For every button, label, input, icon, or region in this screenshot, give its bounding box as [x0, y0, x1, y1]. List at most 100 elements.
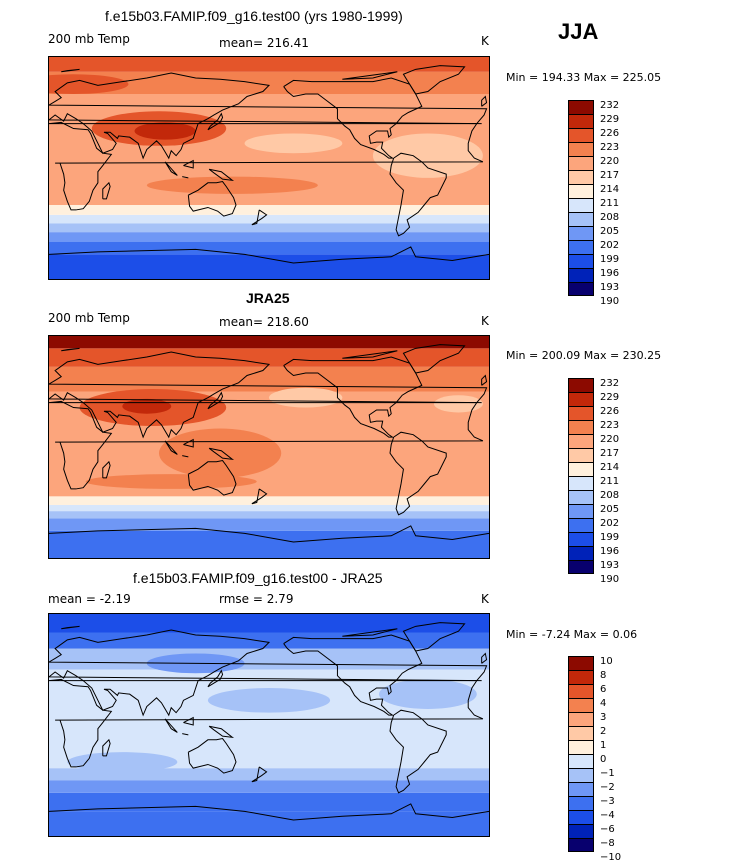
colorbar-tick-label: 0: [600, 754, 607, 765]
coastline: [49, 678, 484, 768]
coastline: [251, 209, 268, 226]
colorbar-swatch: [568, 684, 594, 698]
field-contour: [434, 395, 483, 413]
field-band: [49, 504, 489, 512]
coastline: [187, 738, 237, 774]
coastline: [208, 447, 235, 461]
coastline: [164, 440, 178, 455]
field-band: [49, 518, 489, 531]
colorbar-swatch: [568, 128, 594, 142]
colorbar-tick-label: 4: [600, 698, 607, 709]
coastline: [49, 72, 488, 160]
coastline: [402, 65, 466, 95]
colorbar-tick-label: 217: [600, 448, 620, 459]
field-band: [49, 336, 489, 349]
colorbar-swatch: [568, 712, 594, 726]
panel-1-units: K: [481, 34, 489, 48]
panel-3-units: K: [481, 592, 489, 606]
colorbar-tick-label: 211: [600, 476, 620, 487]
colorbar-tick-label: −8: [600, 838, 615, 849]
coastline: [182, 455, 189, 458]
field-contour: [244, 133, 343, 154]
coastline: [402, 344, 466, 374]
colorbar-swatch: [568, 406, 594, 420]
coastline: [49, 246, 489, 264]
colorbar-swatch: [568, 184, 594, 198]
coastline: [49, 400, 484, 490]
field-band: [49, 792, 489, 812]
colorbar-swatch: [568, 392, 594, 406]
field-contour: [122, 398, 172, 414]
colorbar-tick-label: 214: [600, 184, 620, 195]
panel-3-mean-label: mean = -2.19: [48, 592, 131, 606]
colorbar-tick-label: 196: [600, 546, 620, 557]
colorbar-swatch: [568, 170, 594, 184]
panel-2-title: JRA25: [246, 290, 290, 306]
colorbar-tick-label: −3: [600, 796, 615, 807]
colorbar-tick-label: 229: [600, 114, 620, 125]
field-contour: [146, 176, 318, 194]
colorbar-tick-label: 3: [600, 712, 607, 723]
coastline: [61, 347, 80, 352]
colorbar-swatch: [568, 656, 594, 670]
panel-2-units: K: [481, 314, 489, 328]
colorbar-swatch: [568, 546, 594, 560]
colorbar-tick-label: 202: [600, 518, 620, 529]
field-contour: [85, 474, 257, 489]
panel-2-field: [49, 336, 489, 558]
panel-1-minmax: Min = 194.33 Max = 225.05: [506, 71, 662, 84]
field-band: [49, 496, 489, 505]
field-band: [49, 214, 489, 224]
colorbar-swatch: [568, 518, 594, 532]
coastline: [61, 68, 80, 73]
colorbar-tick-label: 205: [600, 504, 620, 515]
field-contour: [269, 387, 343, 408]
colorbar-swatch: [568, 198, 594, 212]
field-contour: [134, 122, 196, 140]
coastline: [481, 374, 488, 386]
colorbar-swatch: [568, 838, 594, 852]
panel-2-map: [48, 335, 490, 559]
colorbar-swatch: [568, 532, 594, 546]
coastline: [208, 168, 235, 182]
colorbar-tick-label: 223: [600, 142, 620, 153]
colorbar-tick-label: 6: [600, 684, 607, 695]
colorbar-tick-label: 199: [600, 254, 620, 265]
panel-2-minmax: Min = 200.09 Max = 230.25: [506, 349, 662, 362]
colorbar-tick-label: 202: [600, 240, 620, 251]
colorbar-swatch: [568, 810, 594, 824]
colorbar-tick-label: 193: [600, 282, 620, 293]
panel-3-map: [48, 613, 490, 837]
colorbar-tick-label: 211: [600, 198, 620, 209]
field-band: [49, 632, 489, 649]
colorbar-swatch: [568, 156, 594, 170]
coastline: [102, 460, 111, 479]
season-label: JJA: [558, 19, 599, 44]
colorbar-swatch: [568, 240, 594, 254]
colorbar-tick-label: 232: [600, 100, 620, 111]
coastline: [183, 438, 194, 448]
coastline: [251, 488, 268, 505]
coastline: [49, 525, 489, 543]
coastline: [102, 738, 111, 757]
colorbar-swatch: [568, 824, 594, 838]
coastline: [187, 181, 237, 217]
colorbar-swatch: [568, 282, 594, 296]
colorbar-swatch: [568, 254, 594, 268]
colorbar-swatch: [568, 782, 594, 796]
coastline: [49, 351, 488, 439]
colorbar-tick-label: 205: [600, 226, 620, 237]
coastline: [49, 121, 484, 211]
coastline: [481, 652, 488, 664]
colorbar-swatch: [568, 448, 594, 462]
colorbar-tick-label: 208: [600, 490, 620, 501]
field-band: [49, 648, 489, 670]
colorbar-tick-label: 1: [600, 740, 607, 751]
colorbar-swatch: [568, 420, 594, 434]
panel-3-title: f.e15b03.FAMIP.f09_g16.test00 - JRA25: [133, 570, 383, 586]
coastline: [342, 628, 398, 637]
coastline: [342, 71, 398, 80]
coastline: [207, 112, 224, 131]
colorbar-tick-label: 220: [600, 434, 620, 445]
coastline: [207, 669, 224, 688]
